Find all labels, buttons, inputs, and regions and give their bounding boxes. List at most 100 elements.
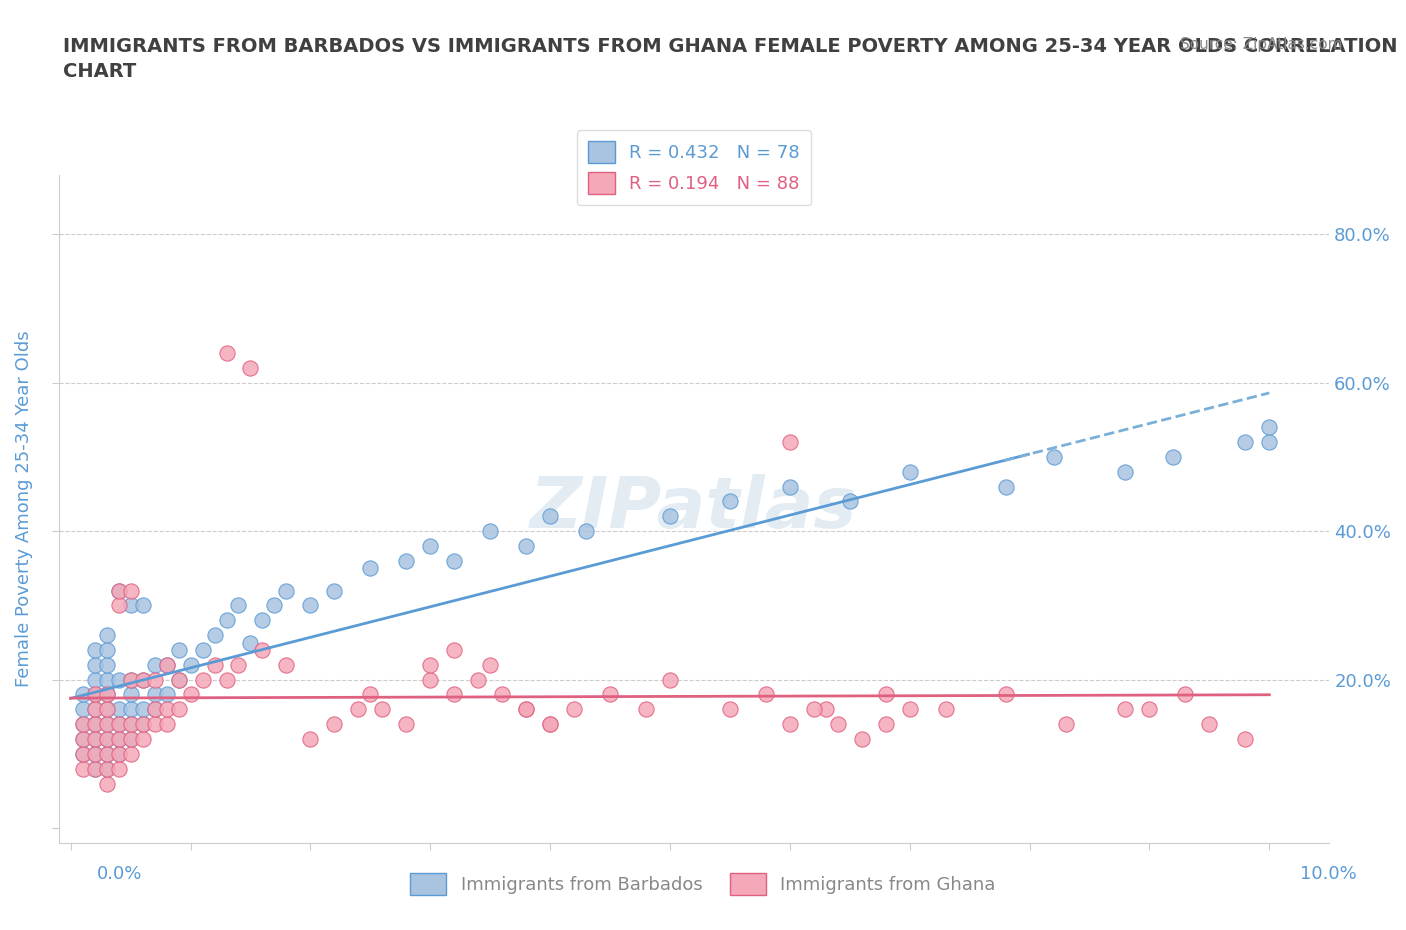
Point bbox=[395, 717, 418, 732]
Point bbox=[599, 687, 621, 702]
Point bbox=[1258, 434, 1281, 449]
Point bbox=[323, 717, 346, 732]
Point bbox=[1174, 687, 1197, 702]
Point bbox=[228, 658, 250, 672]
Point bbox=[131, 732, 153, 747]
Point bbox=[72, 687, 94, 702]
Point bbox=[143, 702, 166, 717]
Point bbox=[491, 687, 513, 702]
Point bbox=[252, 643, 274, 658]
Point bbox=[107, 747, 129, 762]
Point bbox=[167, 643, 190, 658]
Point bbox=[479, 524, 502, 538]
Point bbox=[120, 583, 142, 598]
Point bbox=[83, 658, 105, 672]
Point bbox=[96, 687, 118, 702]
Point bbox=[443, 643, 465, 658]
Point bbox=[72, 717, 94, 732]
Point bbox=[167, 672, 190, 687]
Point bbox=[72, 717, 94, 732]
Point bbox=[479, 658, 502, 672]
Point bbox=[96, 643, 118, 658]
Point bbox=[239, 635, 262, 650]
Point bbox=[131, 598, 153, 613]
Y-axis label: Female Poverty Among 25-34 Year Olds: Female Poverty Among 25-34 Year Olds bbox=[15, 330, 32, 687]
Point bbox=[323, 583, 346, 598]
Point bbox=[419, 672, 441, 687]
Point bbox=[96, 732, 118, 747]
Point bbox=[875, 687, 897, 702]
Text: 10.0%: 10.0% bbox=[1301, 865, 1357, 883]
Point bbox=[1163, 449, 1185, 464]
Point bbox=[83, 747, 105, 762]
Point bbox=[755, 687, 778, 702]
Point bbox=[96, 687, 118, 702]
Point bbox=[634, 702, 657, 717]
Point bbox=[120, 598, 142, 613]
Point bbox=[83, 762, 105, 777]
Point bbox=[107, 583, 129, 598]
Point bbox=[779, 434, 801, 449]
Point bbox=[359, 687, 381, 702]
Point bbox=[204, 628, 226, 643]
Point bbox=[107, 717, 129, 732]
Point bbox=[371, 702, 394, 717]
Point bbox=[1054, 717, 1077, 732]
Point bbox=[96, 717, 118, 732]
Point bbox=[83, 643, 105, 658]
Point bbox=[107, 702, 129, 717]
Point bbox=[443, 687, 465, 702]
Point bbox=[72, 762, 94, 777]
Point bbox=[83, 732, 105, 747]
Point bbox=[875, 717, 897, 732]
Point bbox=[131, 717, 153, 732]
Point bbox=[515, 538, 537, 553]
Point bbox=[443, 553, 465, 568]
Point bbox=[96, 702, 118, 717]
Point bbox=[252, 613, 274, 628]
Point bbox=[96, 672, 118, 687]
Point bbox=[83, 732, 105, 747]
Text: Source: ZipAtlas.com: Source: ZipAtlas.com bbox=[1180, 37, 1343, 52]
Point bbox=[1258, 419, 1281, 434]
Point bbox=[779, 479, 801, 494]
Point bbox=[83, 702, 105, 717]
Point bbox=[515, 702, 537, 717]
Point bbox=[838, 494, 860, 509]
Point bbox=[143, 717, 166, 732]
Point bbox=[155, 687, 177, 702]
Point bbox=[215, 613, 238, 628]
Point bbox=[1234, 434, 1257, 449]
Point bbox=[107, 762, 129, 777]
Point bbox=[143, 658, 166, 672]
Point bbox=[191, 672, 214, 687]
Point bbox=[419, 538, 441, 553]
Point bbox=[83, 672, 105, 687]
Point bbox=[120, 717, 142, 732]
Point bbox=[120, 732, 142, 747]
Point bbox=[263, 598, 285, 613]
Point bbox=[83, 717, 105, 732]
Point bbox=[107, 672, 129, 687]
Point bbox=[718, 494, 741, 509]
Point bbox=[299, 598, 322, 613]
Point bbox=[562, 702, 585, 717]
Point bbox=[395, 553, 418, 568]
Point bbox=[83, 702, 105, 717]
Point bbox=[1198, 717, 1220, 732]
Legend: Immigrants from Barbados, Immigrants from Ghana: Immigrants from Barbados, Immigrants fro… bbox=[404, 866, 1002, 902]
Point bbox=[827, 717, 849, 732]
Point bbox=[467, 672, 489, 687]
Point bbox=[120, 687, 142, 702]
Point bbox=[215, 672, 238, 687]
Text: IMMIGRANTS FROM BARBADOS VS IMMIGRANTS FROM GHANA FEMALE POVERTY AMONG 25-34 YEA: IMMIGRANTS FROM BARBADOS VS IMMIGRANTS F… bbox=[63, 37, 1398, 81]
Point bbox=[994, 479, 1017, 494]
Point bbox=[994, 687, 1017, 702]
Point bbox=[107, 732, 129, 747]
Point bbox=[347, 702, 370, 717]
Point bbox=[143, 672, 166, 687]
Point bbox=[72, 732, 94, 747]
Point bbox=[120, 672, 142, 687]
Point bbox=[935, 702, 957, 717]
Point bbox=[96, 762, 118, 777]
